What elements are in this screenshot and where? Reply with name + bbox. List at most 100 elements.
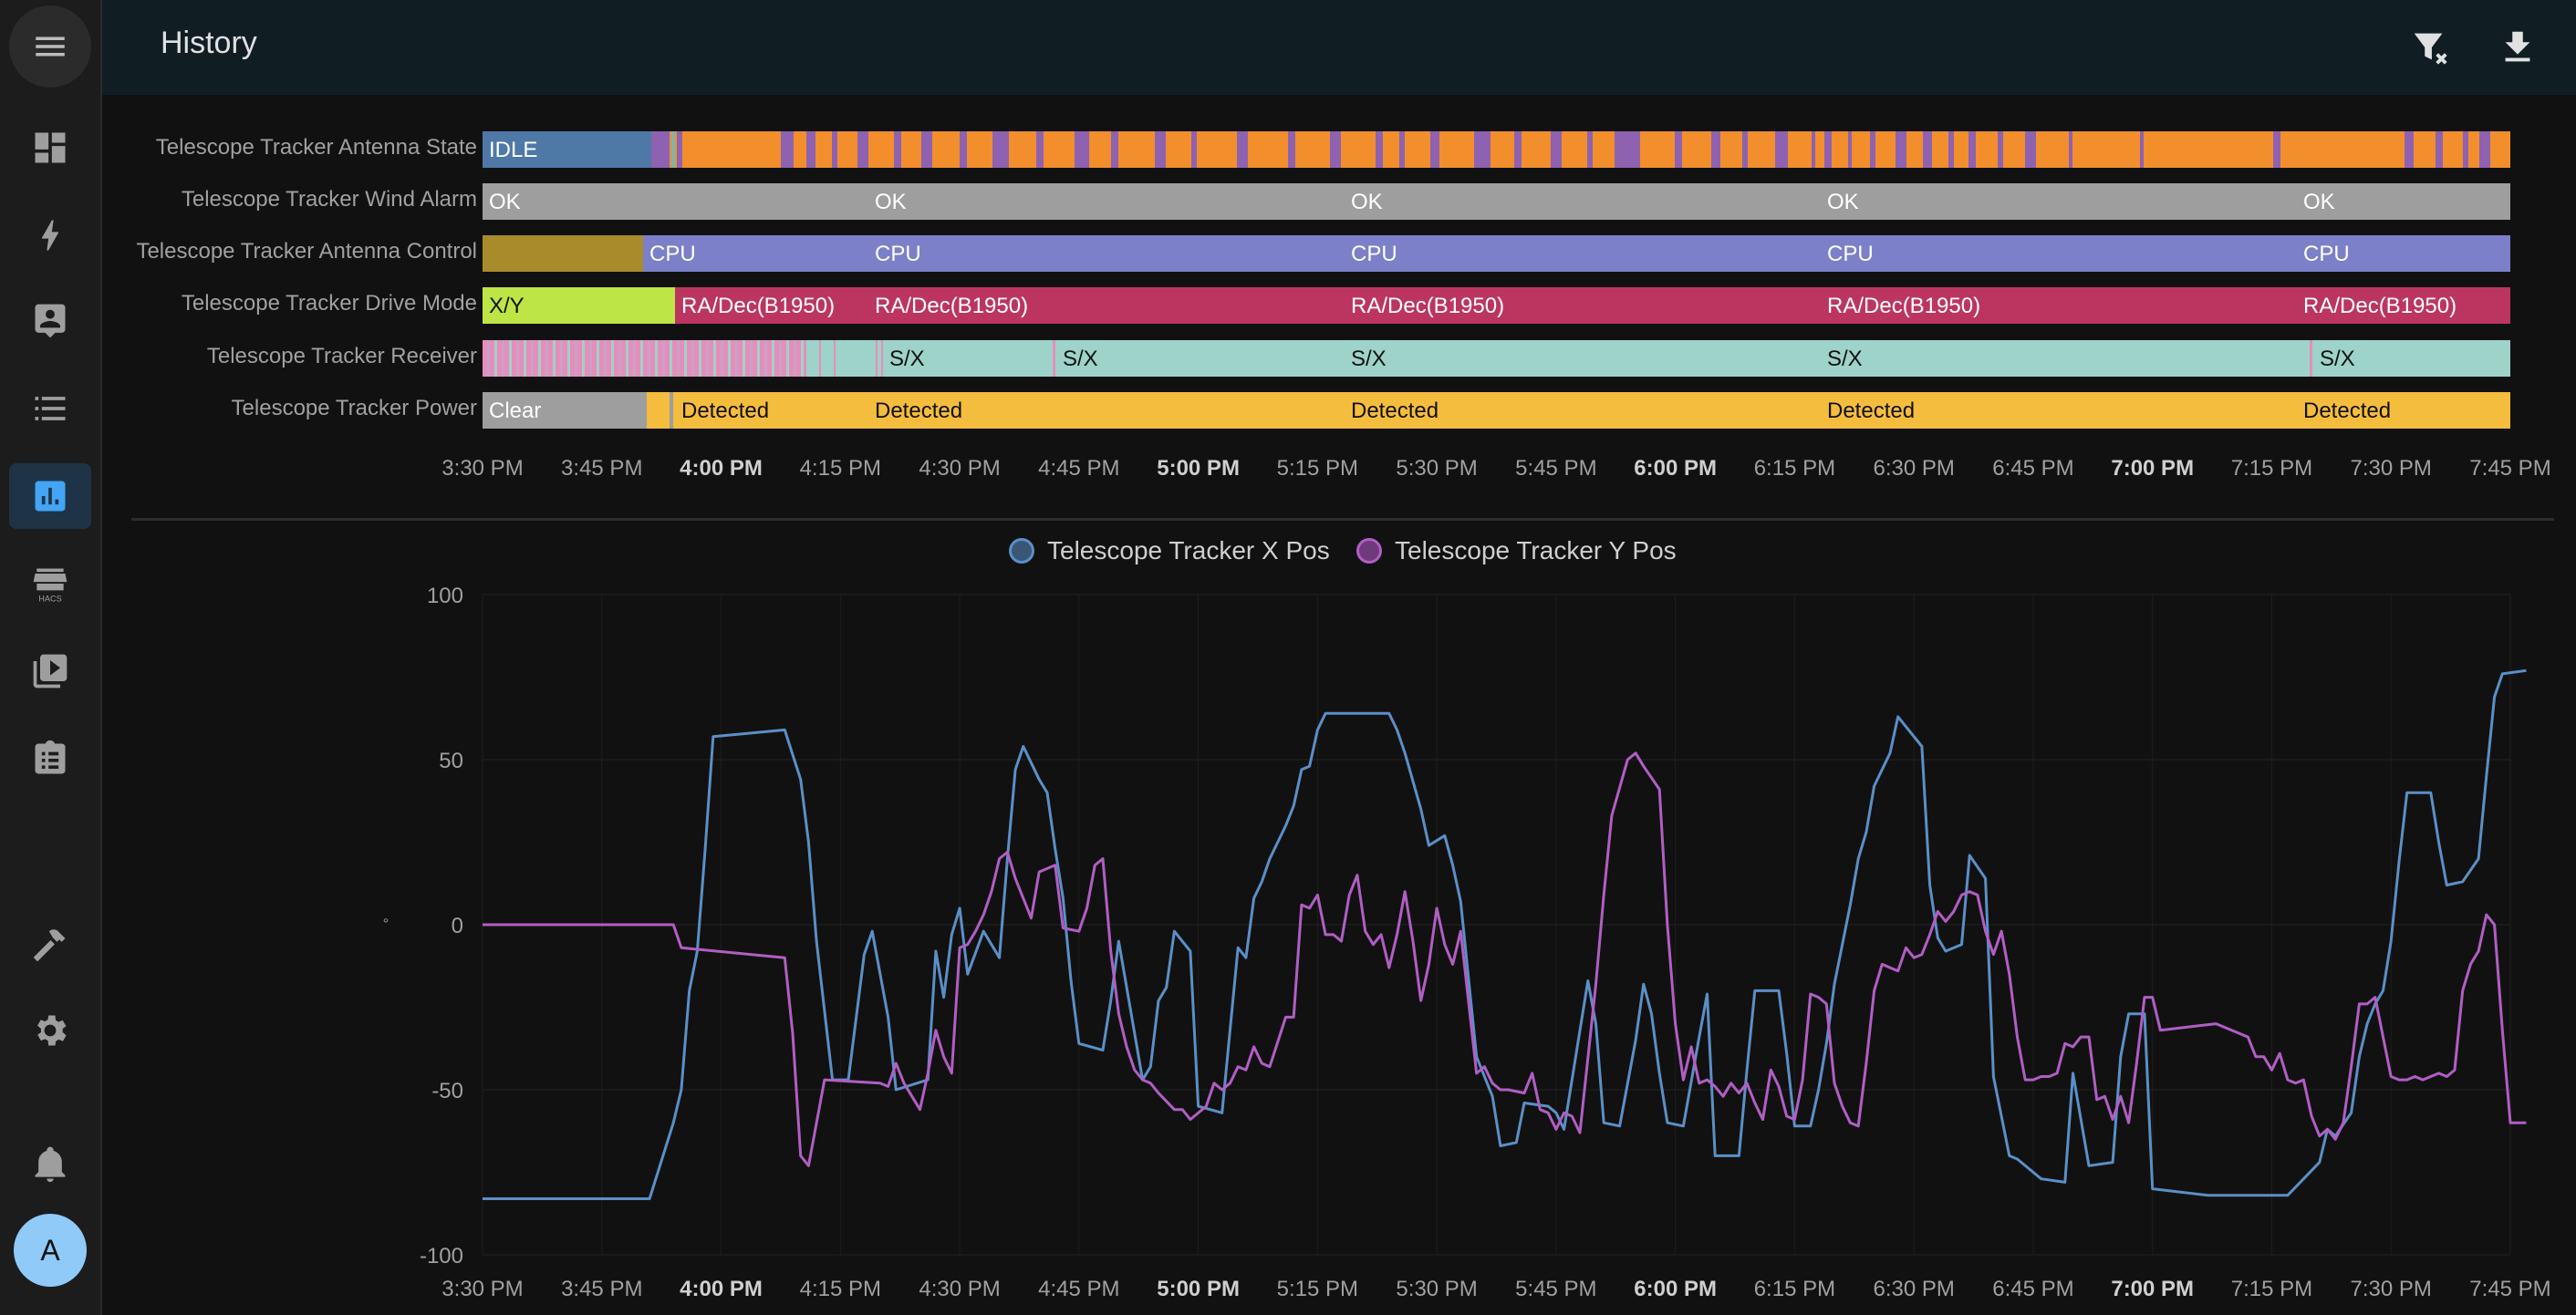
- timeline-segment-stripe[interactable]: [670, 392, 673, 429]
- sidebar-item-history[interactable]: [9, 463, 91, 529]
- timeline-segment-stripe[interactable]: [1430, 131, 1439, 168]
- timeline-segment-stripe[interactable]: [806, 131, 815, 168]
- timeline-segment-stripe[interactable]: [992, 131, 1009, 168]
- timeline-segment-stripe[interactable]: [2273, 131, 2280, 168]
- sidebar-item-hacs[interactable]: HACS: [9, 551, 91, 616]
- timeline-segment-stripe[interactable]: [1742, 131, 1748, 168]
- timeline-segment-stripe[interactable]: [1036, 131, 1044, 168]
- sidebar-item-logbook[interactable]: [9, 376, 91, 441]
- timeline-segment-stripe[interactable]: [1968, 131, 1976, 168]
- download-button[interactable]: [2492, 22, 2543, 73]
- timeline-segment-ok[interactable]: [483, 183, 2510, 220]
- timeline-segment-stripe[interactable]: [857, 131, 868, 168]
- timeline-segment-stripe[interactable]: [2479, 131, 2490, 168]
- segment-label: Detected: [2303, 399, 2392, 423]
- timeline-segment-mixed[interactable]: [483, 340, 806, 377]
- timeline-segment-stripe[interactable]: [1896, 131, 1906, 168]
- timeline-segment-stripe[interactable]: [2025, 131, 2036, 168]
- timeline-segment-manual[interactable]: [483, 235, 643, 272]
- segment-label: Detected: [681, 399, 770, 423]
- timeline-segment-cpu-label: CPU: [2297, 235, 2406, 272]
- timeline-segment-tracking[interactable]: [483, 131, 2510, 168]
- sidebar-item-settings[interactable]: [9, 998, 91, 1063]
- legend-item-x-pos[interactable]: Telescope Tracker X Pos: [1009, 536, 1330, 565]
- sidebar-item-media[interactable]: [9, 638, 91, 704]
- sidebar-item-developer-tools[interactable]: [9, 912, 91, 978]
- timeline-segment-stripe[interactable]: [1053, 340, 1055, 377]
- timeline-segment-stripe[interactable]: [2310, 340, 2312, 377]
- timeline-x-tick: 6:00 PM: [1634, 456, 1717, 481]
- timeline-segment-stripe[interactable]: [832, 131, 837, 168]
- timeline-segment-stripe[interactable]: [1330, 131, 1341, 168]
- timeline-segment-stripe[interactable]: [2140, 131, 2144, 168]
- timeline-segment-stripe[interactable]: [1111, 131, 1118, 168]
- timeline-segment-idle[interactable]: IDLE: [483, 131, 651, 168]
- timeline-segment-stripe[interactable]: [2069, 131, 2072, 168]
- timeline-row-label: Telescope Tracker Drive Mode: [181, 291, 477, 316]
- dashboard-icon: [35, 132, 66, 163]
- sidebar-item-energy[interactable]: [9, 202, 91, 268]
- timeline-segment-stripe[interactable]: [2463, 131, 2468, 168]
- timeline-segment-stripe[interactable]: [781, 131, 794, 168]
- timeline-segment-stripe[interactable]: [1870, 131, 1875, 168]
- timeline-segment-stripe[interactable]: [1812, 131, 1815, 168]
- timeline-x-tick: 6:45 PM: [1992, 456, 2074, 481]
- timeline-segment-stripe[interactable]: [1848, 131, 1852, 168]
- timeline-segment-stripe[interactable]: [1191, 131, 1197, 168]
- sidebar-item-todo[interactable]: [9, 726, 91, 792]
- timeline-segment-mixed[interactable]: [872, 340, 883, 377]
- timeline-segment-sx-label: S/X: [1056, 340, 1193, 377]
- timeline-segment-stripe[interactable]: [677, 131, 682, 168]
- timeline-segment-stripe[interactable]: [1514, 131, 1522, 168]
- timeline-x-tick: 6:15 PM: [1753, 456, 1836, 481]
- segment-label: RA/Dec(B1950): [1351, 294, 1505, 318]
- clear-filters-button[interactable]: [2405, 22, 2456, 73]
- menu-button[interactable]: [9, 5, 91, 88]
- sidebar-item-overview[interactable]: [9, 115, 91, 181]
- timeline-segment-stripe[interactable]: [1237, 131, 1248, 168]
- x-tick-label: 5:45 PM: [1515, 1277, 1596, 1301]
- segment-label: RA/Dec(B1950): [875, 294, 1029, 318]
- timeline-segment-stripe[interactable]: [1675, 131, 1682, 168]
- timeline-segment-stripe[interactable]: [2405, 131, 2414, 168]
- timeline-segment-stripe[interactable]: [1075, 131, 1089, 168]
- timeline-segment-stripe[interactable]: [1998, 131, 2003, 168]
- timeline-segment-stripe[interactable]: [1923, 131, 1932, 168]
- timeline-segment-mixed[interactable]: [806, 340, 843, 377]
- timeline-segment-stripe[interactable]: [1711, 131, 1720, 168]
- timeline-segment-clear[interactable]: Clear: [483, 392, 647, 429]
- timeline-segment-stripe[interactable]: [1399, 131, 1405, 168]
- hacs-icon: HACS: [33, 568, 68, 603]
- timeline-segment-stripe[interactable]: [1474, 131, 1491, 168]
- timeline-segment-cpu[interactable]: [643, 235, 2510, 272]
- timeline-segment-stripe[interactable]: [1615, 131, 1640, 168]
- timeline-segment-stripe[interactable]: [921, 131, 932, 168]
- timeline-segment-stripe[interactable]: [1948, 131, 1954, 168]
- timeline-segment-stripe[interactable]: [960, 131, 967, 168]
- timeline-row-label: Telescope Tracker Receiver: [206, 344, 477, 368]
- timeline-segment-stripe[interactable]: [1587, 131, 1593, 168]
- x-tick-label: 6:45 PM: [1992, 1277, 2073, 1301]
- timeline-segment-sx-label: S/X: [1345, 340, 1481, 377]
- timeline-segment-stripe[interactable]: [651, 131, 670, 168]
- timeline-segment-radec[interactable]: [675, 287, 2510, 324]
- y-tick-label: 100: [427, 584, 463, 608]
- timeline-segment-stripe[interactable]: [2436, 131, 2443, 168]
- top-app-bar: History: [102, 0, 2576, 95]
- timeline-segment-stripe[interactable]: [671, 131, 675, 168]
- sidebar-item-map[interactable]: [9, 288, 91, 354]
- timeline-segment-detected[interactable]: [647, 392, 2510, 429]
- timeline-segment-stripe[interactable]: [1775, 131, 1788, 168]
- timeline-x-tick: 5:30 PM: [1396, 456, 1478, 481]
- timeline-segment-stripe[interactable]: [1288, 131, 1295, 168]
- timeline-segment-stripe[interactable]: [894, 131, 901, 168]
- legend-item-y-pos[interactable]: Telescope Tracker Y Pos: [1356, 536, 1677, 565]
- timeline-segment-stripe[interactable]: [1551, 131, 1562, 168]
- sidebar-item-notifications[interactable]: [9, 1131, 91, 1196]
- avatar[interactable]: A: [14, 1214, 87, 1287]
- segment-label: CPU: [649, 242, 696, 266]
- timeline-segment-stripe[interactable]: [1376, 131, 1383, 168]
- timeline-segment-stripe[interactable]: [1155, 131, 1166, 168]
- timeline-segment-xy[interactable]: X/Y: [483, 287, 675, 324]
- timeline-segment-stripe[interactable]: [1824, 131, 1832, 168]
